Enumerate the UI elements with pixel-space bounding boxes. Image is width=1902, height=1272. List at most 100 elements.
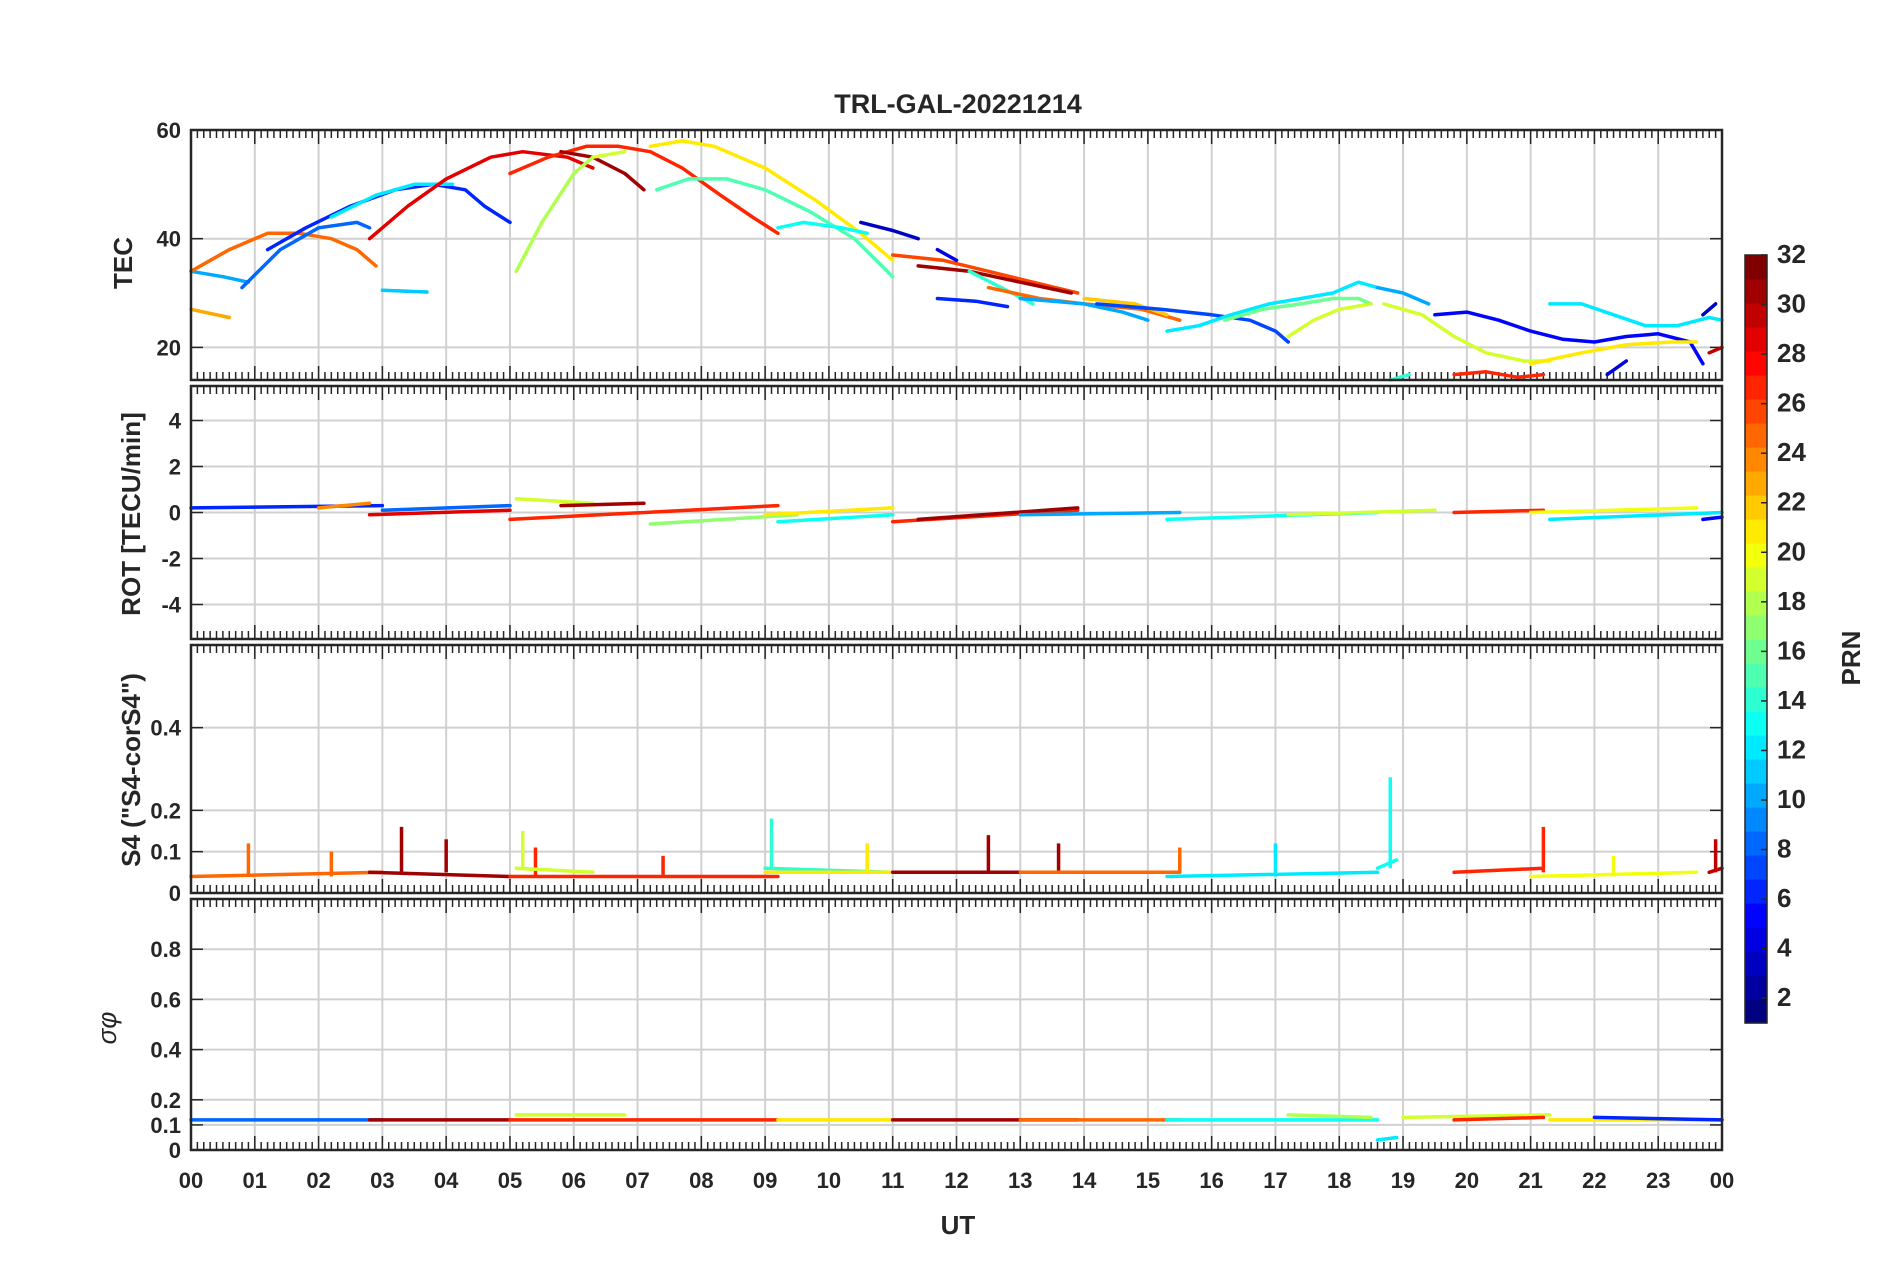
y-tick-label: 60 (157, 118, 181, 143)
svg-text:TEC: TEC (108, 237, 138, 289)
series-prn-27 (508, 144, 780, 236)
series-prn-19 (1401, 1113, 1552, 1120)
series-prn-29 (367, 149, 595, 241)
colorbar-segment (1745, 327, 1767, 352)
series-prn-27 (1452, 866, 1546, 875)
series-prn-4 (935, 247, 959, 263)
x-tick-label: 00 (179, 1168, 203, 1193)
colorbar-segment (1745, 351, 1767, 376)
x-tick-label: 23 (1646, 1168, 1670, 1193)
series-prn-21 (1528, 340, 1699, 366)
series-prn-31 (916, 506, 1080, 522)
x-tick-label: 12 (944, 1168, 968, 1193)
colorbar-segment (1745, 591, 1767, 616)
sigma-phi-y-label: σφ (92, 1012, 122, 1045)
colorbar-tick-label: 14 (1777, 685, 1806, 715)
svg-text:σφ: σφ (92, 1012, 122, 1045)
x-tick-label: 15 (1136, 1168, 1160, 1193)
colorbar-segment (1745, 423, 1767, 448)
series-prn-22 (1082, 296, 1169, 317)
colorbar-frame (1744, 254, 1768, 1024)
colorbar-segment (1745, 495, 1767, 520)
colorbar-tick-label: 8 (1777, 834, 1791, 864)
series-prn-8 (240, 220, 372, 290)
series-prn-5 (1701, 515, 1724, 522)
series-prn-13 (1375, 858, 1399, 870)
plot-frame (189, 128, 1724, 382)
y-tick-label: 0.2 (150, 1088, 181, 1113)
y-tick-label: -2 (161, 547, 181, 572)
chart-title: TRL-GAL-20221214 (834, 89, 1082, 119)
series-prn-12 (1548, 510, 1724, 522)
x-tick-label: 02 (306, 1168, 330, 1193)
s4-y-label: S4 ("S4-corS4") (116, 673, 146, 867)
series-prn-4 (1605, 359, 1629, 377)
plot-frame (189, 897, 1724, 1152)
series-prn-23 (189, 307, 232, 320)
series-prn-12 (1548, 302, 1724, 328)
colorbar-segment (1745, 471, 1767, 496)
colorbar-segment (1745, 375, 1767, 400)
series-prn-17 (648, 513, 799, 526)
colorbar-tick-label: 30 (1777, 289, 1806, 319)
colorbar-segment (1745, 663, 1767, 688)
series-prn-15 (654, 177, 895, 279)
series-prn-13 (776, 513, 895, 524)
colorbar-segment (1745, 855, 1767, 880)
series-prn-12 (1165, 280, 1380, 333)
series-prn-18 (514, 155, 595, 274)
y-tick-label: 4 (169, 409, 182, 434)
colorbar-segment (1745, 783, 1767, 808)
series-prn-6 (935, 296, 1010, 309)
series-prn-12 (1375, 1135, 1399, 1142)
series-prn-25 (189, 870, 385, 879)
series-prn-8 (380, 503, 512, 512)
colorbar-tick-label: 2 (1777, 982, 1791, 1012)
x-tick-label: 03 (370, 1168, 394, 1193)
colorbar-tick-label: 32 (1777, 239, 1806, 269)
y-tick-label: 40 (157, 227, 181, 252)
series-prn-31 (367, 870, 512, 879)
series-prn-3 (1701, 302, 1718, 317)
colorbar-segment (1745, 687, 1767, 712)
series-prn-21 (763, 506, 895, 517)
sigma-phi-panel: 00.10.2 0.4 0.6 0.8 (150, 897, 1724, 1163)
x-tick-label: 21 (1518, 1168, 1542, 1193)
series-prn-27 (1452, 370, 1546, 380)
colorbar-tick-label: 28 (1777, 338, 1806, 368)
x-tick-label: 10 (817, 1168, 841, 1193)
x-tick-label: 07 (625, 1168, 649, 1193)
y-tick-label: 0.1 (150, 840, 181, 865)
colorbar-label: PRN (1836, 631, 1866, 686)
series-prn-31 (559, 149, 646, 192)
colorbar-tick-label: 20 (1777, 536, 1806, 566)
series-prn-19 (591, 149, 627, 159)
y-tick-label: 0 (169, 501, 181, 526)
series-prn-6 (265, 182, 512, 252)
colorbar-segment (1745, 735, 1767, 760)
series-prn-10 (1375, 285, 1431, 306)
x-tick-label: 11 (881, 1168, 904, 1193)
series-prn-30 (1707, 345, 1724, 355)
series-prn-3 (859, 220, 920, 241)
series-prn-31 (559, 501, 646, 508)
s4-panel: 0 0.1 0.2 0.4 (150, 643, 1724, 906)
y-tick-label: -4 (161, 593, 181, 618)
x-tick-label: 13 (1008, 1168, 1032, 1193)
x-tick-label: 09 (753, 1168, 777, 1193)
series-prn-5 (1433, 310, 1705, 366)
colorbar-segment (1745, 759, 1767, 784)
x-tick-labels: 00 01 02 03 04 05 06 07 08 09 10 11 12 13 14 15 16 17 18 19… (179, 1168, 1734, 1193)
series-prn-24 (316, 501, 372, 510)
colorbar-tick-label: 18 (1777, 586, 1806, 616)
colorbar-tick-label: 6 (1777, 883, 1791, 913)
x-tick-label: 04 (434, 1168, 459, 1193)
series-prn-19 (1382, 302, 1552, 363)
y-tick-label: 0.2 (150, 798, 181, 823)
series-prn-19 (1286, 302, 1373, 339)
colorbar-tick-label: 4 (1777, 933, 1792, 963)
x-axis-label: UT (941, 1210, 976, 1240)
colorbar-segment (1745, 543, 1767, 568)
y-tick-label: 0 (169, 1138, 181, 1163)
rot-panel: -4 -2 0 2 4 (161, 384, 1724, 641)
